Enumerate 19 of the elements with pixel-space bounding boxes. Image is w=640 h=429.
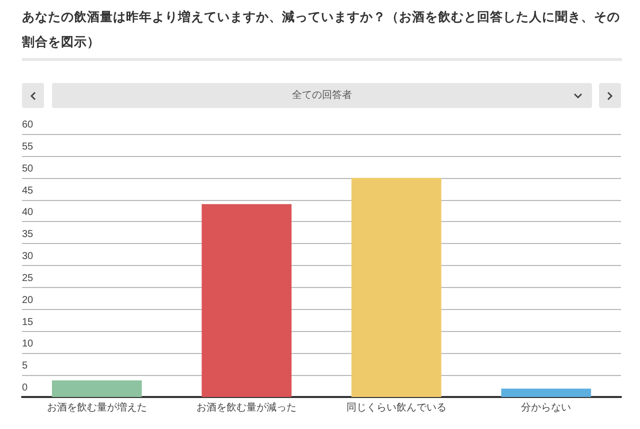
- x-tick-label: 分からない: [521, 402, 572, 414]
- y-tick-label: 25: [22, 272, 34, 284]
- x-tick-label: お酒を飲む量が増えた: [46, 402, 147, 414]
- y-tick-label: 0: [22, 382, 28, 394]
- y-tick-label: 45: [22, 185, 34, 196]
- y-tick-label: 10: [22, 338, 34, 350]
- x-tick-label: 同じくらい飲んでいる: [346, 402, 446, 414]
- y-tick-label: 55: [22, 141, 34, 152]
- x-tick-label: お酒を飲む量が減った: [196, 402, 297, 414]
- y-tick-label: 5: [22, 360, 28, 372]
- chart-title: あなたの飲酒量は昨年より増えていますか、減っていますか？（お酒を飲むと回答した人に聞き、その割合を図示）: [22, 8, 621, 51]
- y-tick-label: 15: [22, 316, 34, 328]
- y-tick-label: 50: [22, 163, 34, 174]
- y-tick-label: 35: [22, 229, 34, 240]
- y-tick-label: 20: [22, 294, 34, 306]
- y-tick-label: 40: [22, 207, 34, 218]
- y-tick-label: 60: [22, 120, 34, 130]
- y-tick-label: 30: [22, 251, 34, 262]
- chart-subtitle: 全ての回答者: [52, 83, 592, 108]
